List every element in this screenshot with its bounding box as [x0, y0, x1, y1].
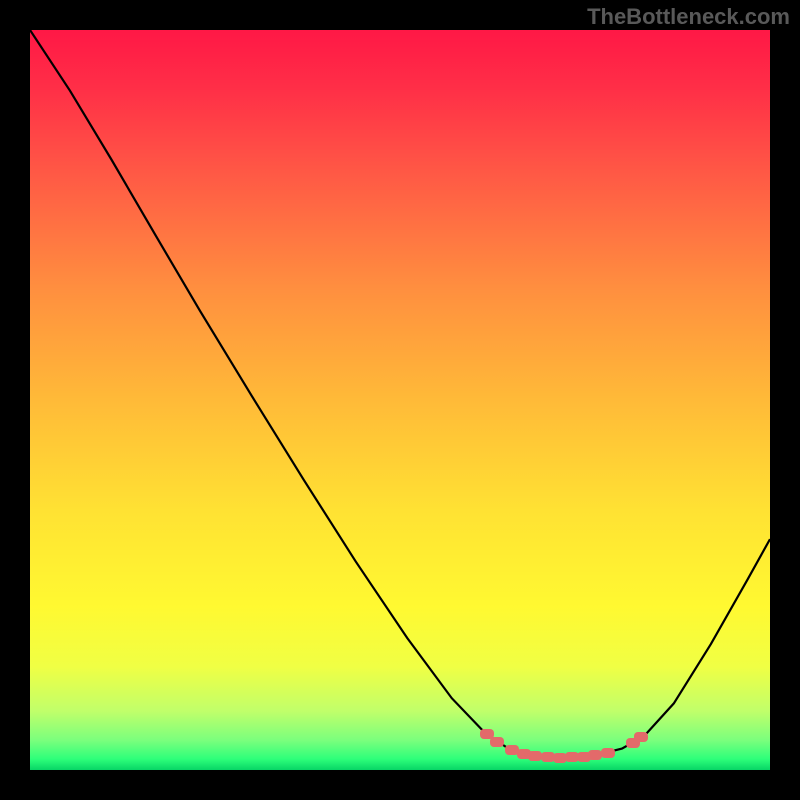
plot-area: [30, 30, 770, 770]
curve-line: [30, 30, 770, 770]
watermark-text: TheBottleneck.com: [587, 4, 790, 30]
data-marker: [490, 737, 504, 747]
data-marker: [634, 732, 648, 742]
data-marker: [601, 748, 615, 758]
